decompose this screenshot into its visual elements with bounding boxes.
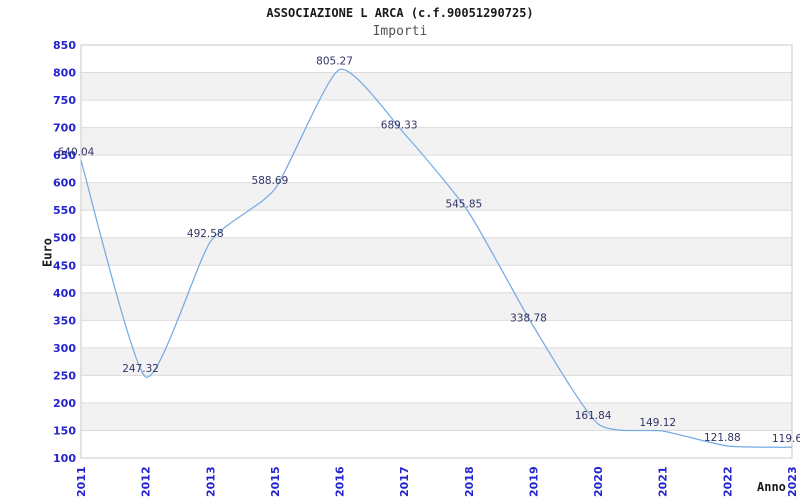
- y-tick-label: 350: [53, 314, 76, 327]
- grid-band: [81, 320, 792, 348]
- point-label: 492.58: [187, 228, 224, 240]
- chart-subtitle: Importi: [372, 24, 428, 39]
- point-label: 545.85: [445, 198, 482, 210]
- grid-band: [81, 430, 792, 458]
- x-tick-label: 2011: [75, 466, 88, 497]
- plot-border: [80, 44, 793, 459]
- grid-band: [81, 375, 792, 403]
- grid-band: [81, 210, 792, 238]
- y-tick-label: 300: [53, 342, 76, 355]
- data-line: [80, 68, 793, 448]
- point-label: 588.69: [252, 175, 289, 187]
- point-label: 161.84: [575, 410, 612, 422]
- x-tick-label: 2013: [204, 466, 217, 497]
- y-tick-label: 750: [53, 94, 76, 107]
- grid-band: [81, 155, 792, 183]
- grid-band: [81, 100, 792, 128]
- grid-band: [81, 45, 792, 73]
- x-tick-label: 2020: [592, 466, 605, 497]
- y-tick-label: 400: [53, 287, 76, 300]
- x-axis-title: Anno: [757, 480, 786, 494]
- y-tick-label: 250: [53, 369, 76, 382]
- y-tick-label: 150: [53, 424, 76, 437]
- y-axis-title: Euro: [40, 238, 55, 267]
- chart-title: ASSOCIAZIONE L ARCA (c.f.90051290725): [266, 6, 534, 20]
- x-tick-label: 2023: [786, 466, 799, 497]
- x-tick-label: 2018: [463, 466, 476, 497]
- y-tick-label: 800: [53, 67, 76, 80]
- grid-band: [81, 402, 792, 431]
- point-label: 149.12: [639, 417, 676, 429]
- point-label: 338.78: [510, 313, 547, 325]
- x-tick-label: 2016: [334, 466, 347, 497]
- point-label: 119.6: [772, 433, 800, 445]
- grid-band: [81, 265, 792, 293]
- grid-band: [81, 127, 792, 156]
- x-tick-label: 2021: [657, 466, 670, 497]
- y-tick-label: 650: [53, 149, 76, 162]
- point-label: 689.33: [381, 119, 418, 131]
- point-label: 121.88: [704, 432, 741, 444]
- x-tick-label: 2019: [527, 466, 540, 497]
- x-tick-label: 2017: [398, 466, 411, 497]
- point-label: 640.04: [58, 147, 95, 159]
- y-tick-label: 200: [53, 397, 76, 410]
- y-tick-label: 500: [53, 232, 76, 245]
- x-tick-label: 2012: [140, 466, 153, 497]
- x-tick-label: 2015: [269, 466, 282, 497]
- grid-band: [81, 237, 792, 266]
- y-tick-label: 550: [53, 204, 76, 217]
- y-tick-label: 450: [53, 259, 76, 272]
- y-tick-label: 100: [53, 452, 76, 465]
- grid-band: [81, 347, 792, 376]
- y-tick-label: 850: [53, 39, 76, 52]
- point-label: 247.32: [122, 363, 159, 375]
- grid-band: [81, 72, 792, 101]
- grid-band: [81, 182, 792, 211]
- y-tick-label: 700: [53, 122, 76, 135]
- point-label: 805.27: [316, 56, 353, 68]
- x-tick-label: 2022: [721, 466, 734, 497]
- grid-band: [81, 292, 792, 321]
- y-tick-label: 600: [53, 177, 76, 190]
